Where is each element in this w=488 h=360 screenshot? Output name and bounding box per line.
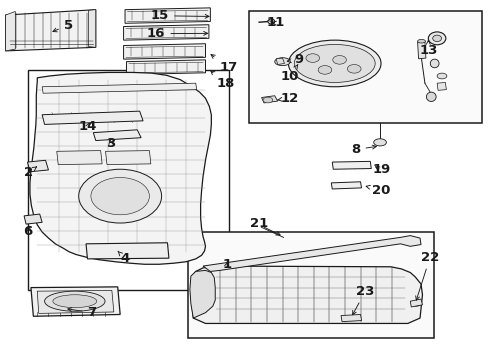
Ellipse shape <box>436 73 446 79</box>
Text: 13: 13 <box>418 40 437 57</box>
Text: 15: 15 <box>151 9 208 22</box>
Ellipse shape <box>410 302 420 306</box>
Polygon shape <box>261 96 277 103</box>
Text: 20: 20 <box>366 184 390 197</box>
Ellipse shape <box>426 92 435 102</box>
Ellipse shape <box>91 177 149 215</box>
Text: 6: 6 <box>23 225 32 238</box>
Ellipse shape <box>263 97 272 103</box>
Ellipse shape <box>294 44 374 82</box>
Polygon shape <box>409 299 422 307</box>
Polygon shape <box>330 182 361 189</box>
Ellipse shape <box>305 54 319 62</box>
Polygon shape <box>88 10 96 47</box>
Text: 1: 1 <box>222 258 231 271</box>
Ellipse shape <box>336 183 354 188</box>
Ellipse shape <box>79 169 161 223</box>
Text: 17: 17 <box>210 55 237 73</box>
Ellipse shape <box>427 32 445 45</box>
Text: 23: 23 <box>352 285 374 315</box>
Polygon shape <box>27 160 48 172</box>
Ellipse shape <box>346 64 360 73</box>
Text: 12: 12 <box>277 92 299 105</box>
Text: 16: 16 <box>147 27 207 40</box>
Ellipse shape <box>44 291 105 311</box>
Ellipse shape <box>120 132 130 137</box>
Bar <box>27 69 228 291</box>
Ellipse shape <box>27 216 37 222</box>
Polygon shape <box>417 41 425 59</box>
Bar <box>249 12 482 123</box>
Polygon shape <box>93 130 141 140</box>
Ellipse shape <box>429 59 438 68</box>
Polygon shape <box>42 111 143 125</box>
Polygon shape <box>31 287 120 316</box>
Text: 2: 2 <box>24 166 37 179</box>
Text: 5: 5 <box>53 19 73 32</box>
Text: 18: 18 <box>210 71 234 90</box>
Polygon shape <box>5 10 96 51</box>
Polygon shape <box>42 83 196 93</box>
Polygon shape <box>126 60 205 75</box>
Ellipse shape <box>432 35 441 41</box>
Polygon shape <box>331 161 370 169</box>
Text: 3: 3 <box>106 137 115 150</box>
Text: 4: 4 <box>118 251 130 265</box>
Text: 9: 9 <box>286 53 303 66</box>
Polygon shape <box>123 44 205 59</box>
Text: 22: 22 <box>415 251 438 300</box>
Polygon shape <box>190 266 422 323</box>
Polygon shape <box>203 235 420 271</box>
Text: 11: 11 <box>265 17 284 30</box>
Ellipse shape <box>53 295 97 308</box>
Polygon shape <box>24 214 42 224</box>
Polygon shape <box>340 315 361 321</box>
Polygon shape <box>5 12 15 51</box>
Text: 8: 8 <box>350 143 376 156</box>
Polygon shape <box>86 243 168 259</box>
Text: 14: 14 <box>78 121 97 134</box>
Text: 10: 10 <box>280 64 299 82</box>
Ellipse shape <box>267 19 274 24</box>
Text: 21: 21 <box>249 217 268 230</box>
Polygon shape <box>37 291 114 314</box>
Ellipse shape <box>274 58 290 66</box>
Ellipse shape <box>332 55 346 64</box>
Polygon shape <box>436 82 446 90</box>
Polygon shape <box>276 58 284 64</box>
Text: 7: 7 <box>68 306 97 319</box>
Polygon shape <box>123 25 208 40</box>
Polygon shape <box>30 72 211 264</box>
Bar <box>188 232 433 338</box>
Ellipse shape <box>102 134 114 139</box>
Polygon shape <box>189 270 215 318</box>
Text: 19: 19 <box>371 163 390 176</box>
Ellipse shape <box>318 66 331 74</box>
Polygon shape <box>125 8 210 23</box>
Polygon shape <box>57 150 102 165</box>
Ellipse shape <box>417 40 425 43</box>
Ellipse shape <box>288 40 380 87</box>
Ellipse shape <box>31 163 43 169</box>
Polygon shape <box>105 150 151 165</box>
Ellipse shape <box>373 139 386 146</box>
